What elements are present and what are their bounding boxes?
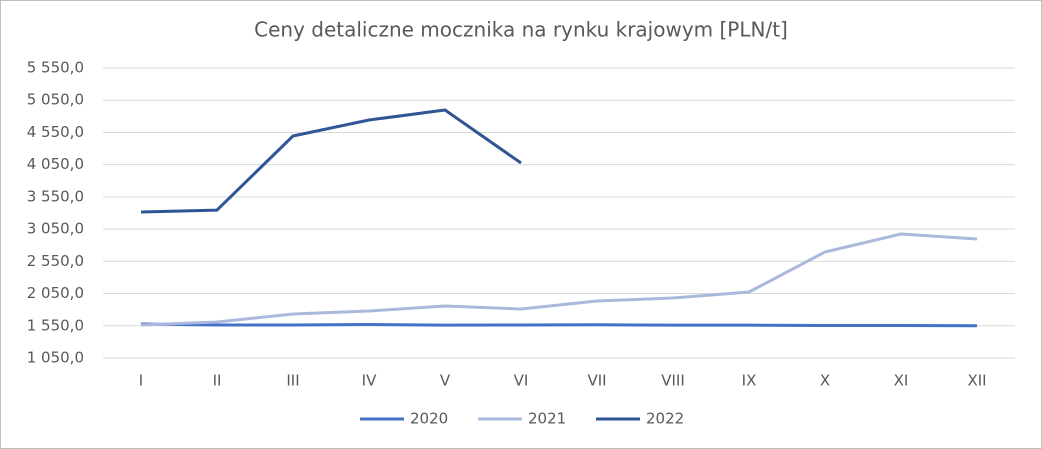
y-tick-label: 4 050,0	[27, 155, 84, 173]
y-tick-label: 3 050,0	[27, 220, 84, 238]
x-tick-label: VI	[514, 372, 529, 390]
y-tick-label: 3 550,0	[27, 187, 84, 205]
x-tick-label: VIII	[661, 372, 685, 390]
line-series	[140, 322, 978, 328]
legend-label: 2020	[410, 410, 448, 428]
x-tick-label: III	[286, 372, 299, 390]
x-tick-label: V	[440, 372, 451, 390]
x-tick-label: XI	[894, 372, 909, 390]
x-tick-label: IX	[742, 372, 757, 390]
x-tick-label: I	[139, 372, 143, 390]
y-tick-label: 2 050,0	[27, 284, 84, 302]
x-tick-label: X	[820, 372, 830, 390]
x-tick-label: IV	[362, 372, 377, 390]
line-series	[140, 108, 522, 214]
x-tick-label: XII	[967, 372, 986, 390]
line-series	[140, 232, 978, 327]
legend-label: 2021	[528, 410, 566, 428]
y-tick-label: 1 050,0	[27, 349, 84, 367]
chart-title: Ceny detaliczne mocznika na rynku krajow…	[254, 18, 788, 42]
y-tick-label: 5 050,0	[27, 91, 84, 109]
legend-label: 2022	[646, 410, 684, 428]
y-tick-label: 4 550,0	[27, 123, 84, 141]
y-tick-label: 5 550,0	[27, 59, 84, 77]
x-tick-label: VII	[587, 372, 606, 390]
x-tick-label: II	[213, 372, 222, 390]
y-tick-label: 2 550,0	[27, 252, 84, 270]
y-tick-label: 1 550,0	[27, 316, 84, 334]
